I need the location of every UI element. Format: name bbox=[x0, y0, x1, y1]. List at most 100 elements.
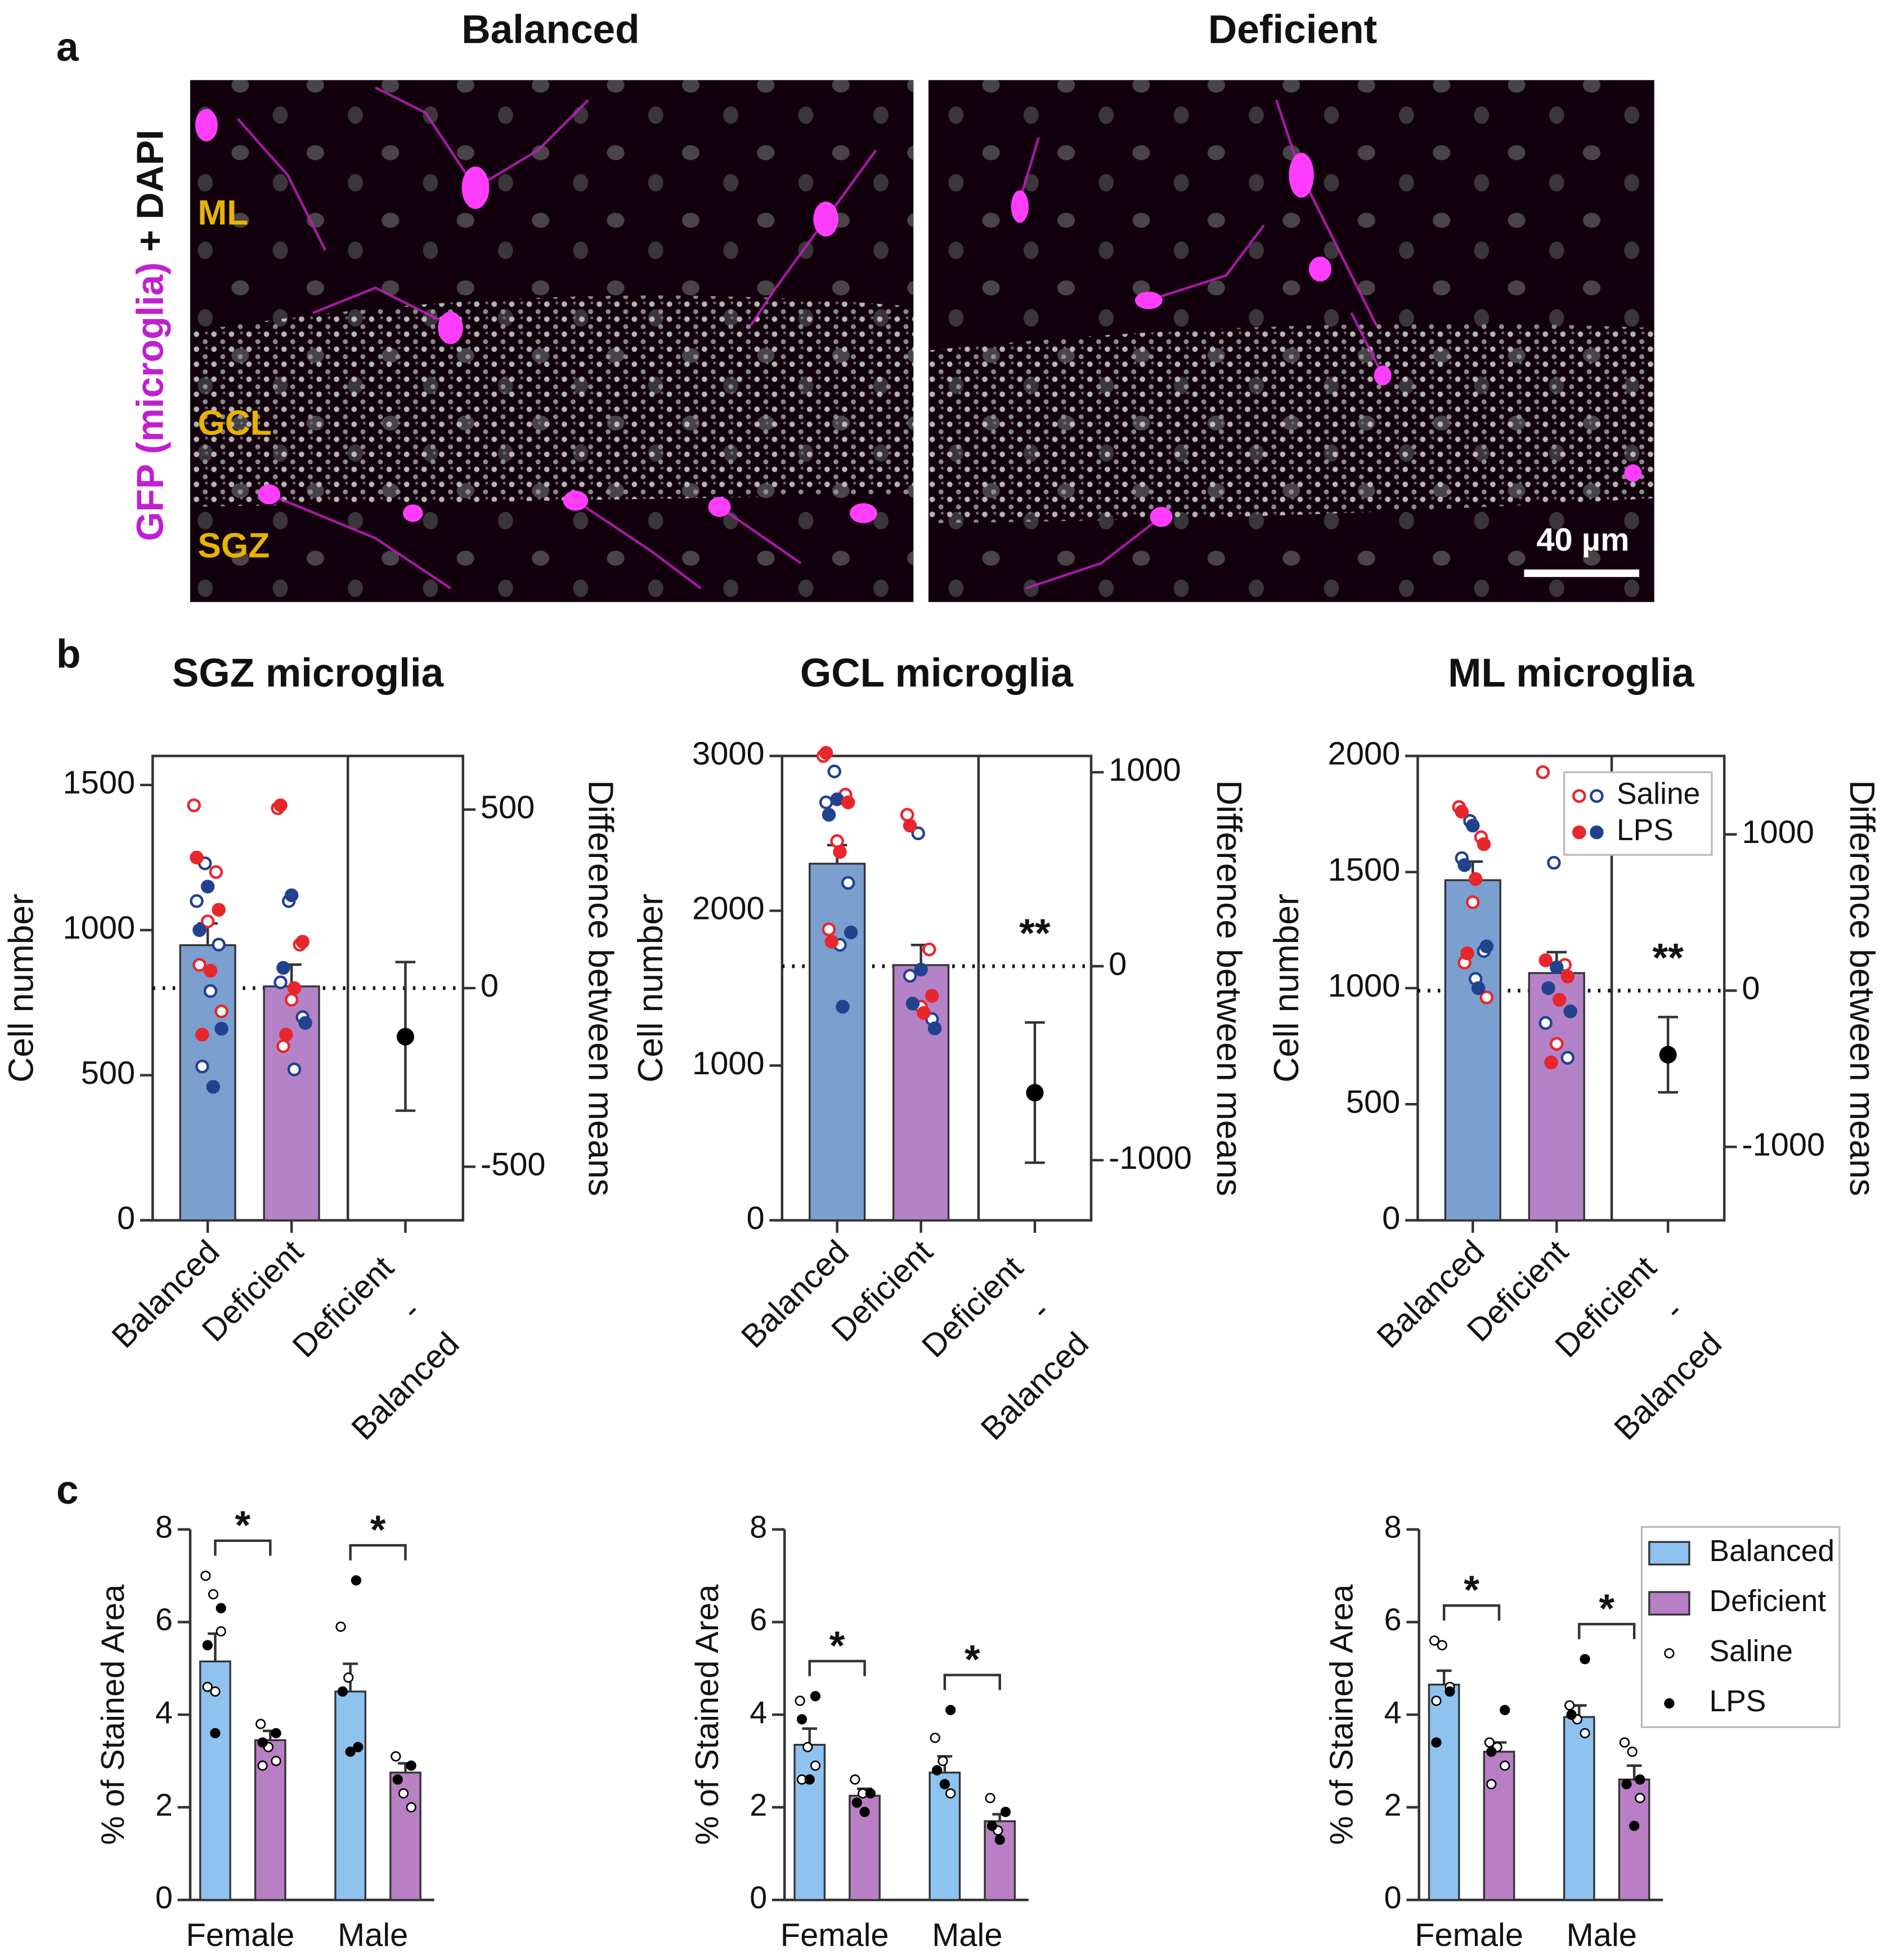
stain-dapi: + DAPI bbox=[129, 130, 171, 252]
y-tick-label: 6 bbox=[1384, 1602, 1402, 1637]
chart-title: ML microglia bbox=[1448, 651, 1695, 696]
data-point bbox=[796, 1714, 808, 1725]
data-point bbox=[945, 1705, 956, 1715]
data-point bbox=[335, 1621, 346, 1632]
data-point bbox=[1536, 765, 1550, 779]
data-point bbox=[216, 1603, 226, 1613]
y-tick-label: 2 bbox=[155, 1787, 173, 1822]
data-point bbox=[1550, 960, 1564, 975]
x-tick-label: Balanced bbox=[1608, 1326, 1729, 1447]
data-point bbox=[1547, 855, 1561, 870]
data-point bbox=[214, 1004, 228, 1019]
y-tick-label: 1000 bbox=[692, 1046, 765, 1082]
data-point bbox=[345, 1746, 356, 1757]
x-tick-label: Deficient bbox=[915, 1250, 1030, 1365]
significance: * bbox=[235, 1503, 251, 1548]
difference-point bbox=[396, 1028, 415, 1046]
y-tick-label: 8 bbox=[750, 1510, 767, 1545]
y-tick-label: 0 bbox=[747, 1200, 765, 1236]
significance: * bbox=[1599, 1587, 1614, 1631]
data-point bbox=[925, 989, 939, 1003]
data-point bbox=[841, 876, 855, 890]
data-point bbox=[202, 1640, 213, 1650]
data-point bbox=[1466, 895, 1480, 909]
bar bbox=[809, 863, 866, 1222]
data-point bbox=[287, 1062, 302, 1077]
data-point bbox=[192, 923, 207, 938]
data-point bbox=[833, 845, 847, 859]
y-tick-label: 3000 bbox=[692, 736, 765, 772]
x-tick-label: - bbox=[1024, 1294, 1057, 1327]
bar bbox=[1483, 1751, 1515, 1901]
data-point bbox=[273, 798, 288, 813]
layer-label: SGZ bbox=[198, 527, 270, 566]
data-point bbox=[830, 834, 844, 848]
data-point bbox=[200, 1571, 211, 1581]
data-point bbox=[986, 1820, 998, 1831]
data-point bbox=[202, 1681, 213, 1692]
data-point bbox=[295, 935, 309, 949]
data-point bbox=[795, 1696, 805, 1706]
data-point bbox=[287, 981, 302, 995]
data-point bbox=[257, 1760, 268, 1771]
data-point bbox=[271, 1756, 281, 1766]
data-point bbox=[905, 997, 920, 1011]
data-point bbox=[865, 1788, 876, 1799]
y-tick-label: 500 bbox=[81, 1055, 135, 1091]
data-point bbox=[203, 963, 218, 978]
legend-swatch bbox=[1648, 1541, 1690, 1566]
data-point bbox=[1560, 1051, 1575, 1065]
significance: * bbox=[370, 1508, 386, 1553]
y2-tick-label: -500 bbox=[481, 1147, 546, 1183]
x-tick-label: Balanced bbox=[1370, 1234, 1492, 1355]
y-tick-label: 0 bbox=[155, 1880, 173, 1915]
legend-marker bbox=[1664, 1648, 1675, 1659]
data-point bbox=[1460, 946, 1474, 961]
bar bbox=[334, 1690, 366, 1901]
data-point bbox=[802, 1742, 813, 1752]
data-point bbox=[939, 1779, 950, 1789]
y-axis-label: Cell number bbox=[631, 894, 670, 1083]
data-point bbox=[337, 1686, 348, 1697]
data-point bbox=[1629, 1820, 1640, 1831]
significance-bracket bbox=[1442, 1604, 1501, 1621]
stain-gfp: GFP (microglia) bbox=[129, 262, 171, 541]
data-point bbox=[209, 865, 223, 879]
x-tick-label: Female bbox=[780, 1917, 889, 1953]
scale-bar-label: 40 µm bbox=[1536, 522, 1629, 558]
panel-label: c bbox=[56, 1468, 79, 1513]
significance-bracket bbox=[214, 1539, 272, 1556]
y2-tick-label: 500 bbox=[481, 790, 535, 826]
data-point bbox=[1484, 1737, 1495, 1748]
data-point bbox=[819, 746, 833, 760]
data-point bbox=[994, 1835, 1005, 1845]
layer-label: GCL bbox=[198, 404, 271, 443]
data-point bbox=[1477, 837, 1491, 851]
data-point bbox=[271, 1728, 281, 1739]
data-point bbox=[1486, 1746, 1497, 1757]
x-tick-label: - bbox=[1657, 1294, 1690, 1327]
data-point bbox=[279, 1028, 293, 1042]
data-point bbox=[1437, 1640, 1447, 1650]
data-point bbox=[203, 984, 218, 998]
data-point bbox=[1455, 805, 1469, 819]
legend-label: LPS bbox=[1710, 1685, 1766, 1718]
x-tick-label: Balanced bbox=[105, 1234, 227, 1355]
y-tick-label: 500 bbox=[1346, 1084, 1400, 1120]
chart-title: SGZ microglia bbox=[172, 651, 445, 696]
data-point bbox=[903, 968, 917, 983]
difference-label: Deficient-Balanced bbox=[1549, 1250, 1729, 1447]
data-point bbox=[930, 1733, 940, 1743]
y-tick-label: 2 bbox=[750, 1787, 767, 1822]
data-point bbox=[914, 962, 928, 977]
data-point bbox=[351, 1575, 362, 1586]
y-tick-label: 6 bbox=[155, 1602, 173, 1637]
data-point bbox=[284, 888, 299, 903]
panel-label: b bbox=[56, 632, 80, 676]
micrograph-deficient bbox=[928, 80, 1654, 602]
panel-label: a bbox=[56, 25, 79, 70]
data-point bbox=[190, 894, 204, 908]
legend-swatch bbox=[1648, 1591, 1690, 1616]
